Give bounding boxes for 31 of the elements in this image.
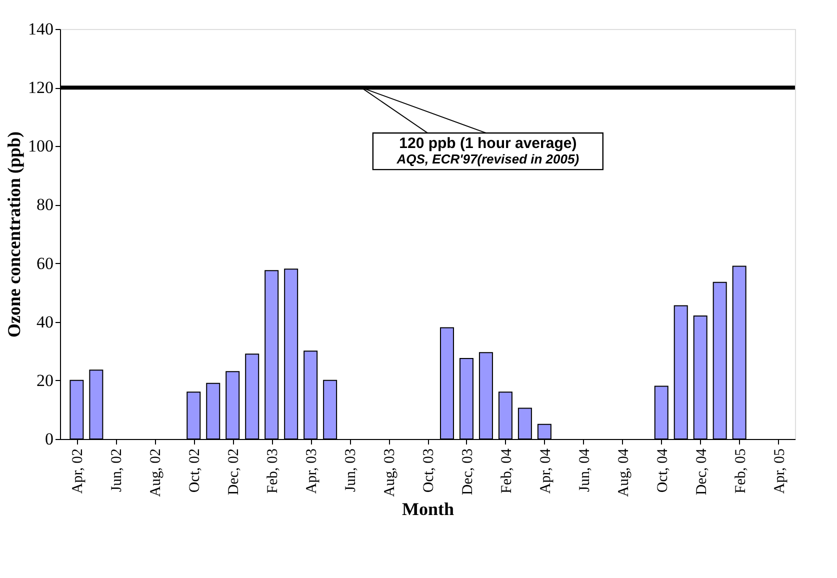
ref-line-label: 120 ppb (1 hour average): [399, 135, 577, 152]
x-tick-label: Dec, 02: [226, 448, 242, 496]
y-tick-label: 20: [36, 370, 54, 390]
y-axis-title: Ozone concentration (ppb): [4, 132, 24, 338]
y-tick-label: 100: [28, 136, 54, 156]
x-tick-label: Aug, 02: [148, 448, 164, 497]
y-tick-label: 40: [36, 312, 54, 332]
x-tick-label: Apr, 02: [70, 448, 86, 494]
y-tick-label: 80: [36, 195, 54, 214]
x-tick-label: Oct, 04: [654, 448, 671, 493]
x-tick-label: Jun, 04: [576, 448, 593, 492]
x-axis-title: Month: [402, 498, 454, 519]
x-tick-label: Apr, 03: [304, 448, 320, 494]
x-tick-label: Dec, 04: [694, 448, 710, 496]
x-tick-label: Oct, 02: [187, 448, 204, 493]
annotation: AQS, ECR'97(revised in 2005): [396, 151, 580, 166]
y-tick-label: 0: [45, 430, 54, 448]
y-tick-label: 60: [36, 254, 54, 273]
x-tick-label: Aug, 03: [382, 448, 398, 497]
x-tick-label: Feb, 03: [265, 448, 282, 494]
y-tick-label: 140: [28, 20, 54, 38]
x-tick-label: Apr, 04: [538, 448, 554, 494]
x-tick-label: Dec, 03: [460, 448, 476, 496]
x-tick-label: Oct, 03: [421, 448, 437, 493]
x-tick-label: Apr, 05: [772, 448, 788, 494]
x-tick-label: Feb, 04: [498, 448, 515, 494]
x-tick-label: Aug, 04: [616, 448, 632, 497]
x-tick-label: Jun, 02: [109, 448, 126, 492]
x-tick-label: Jun, 03: [343, 448, 360, 492]
y-tick-label: 120: [28, 78, 54, 98]
x-tick-label: Feb, 05: [732, 448, 749, 494]
